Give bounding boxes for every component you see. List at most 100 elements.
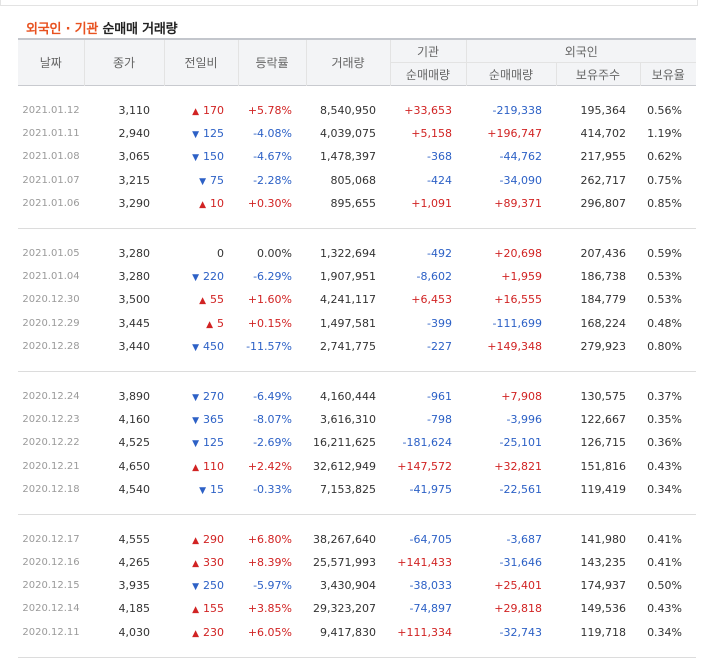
header-institution: 기관 bbox=[389, 39, 466, 63]
cell-change: ▲ 5 bbox=[164, 312, 238, 335]
cell-close: 2,940 bbox=[118, 127, 151, 141]
cell-change: ▼ 365 bbox=[164, 408, 238, 431]
cell-inst-net: +111,334 bbox=[397, 625, 452, 639]
group-separator bbox=[18, 643, 697, 658]
cell-foreign-ratio: 0.80% bbox=[647, 339, 683, 353]
cell-change: ▲ 230 bbox=[164, 621, 238, 644]
cell-change: ▼ 125 bbox=[164, 122, 238, 145]
cell-foreign-holdings: 130,575 bbox=[580, 389, 627, 403]
cell-close: 4,540 bbox=[118, 482, 151, 496]
cell-volume: 29,323,207 bbox=[313, 602, 376, 616]
title-institution: 기관 bbox=[74, 22, 99, 37]
arrow-down-icon: ▼ bbox=[192, 439, 199, 450]
cell-foreign-net: +32,821 bbox=[494, 459, 542, 473]
cell-date: 2020.12.11 bbox=[22, 626, 80, 638]
cell-foreign-ratio: 0.62% bbox=[647, 150, 683, 164]
table-row: 2021.01.05 3,280 0 0.00% 1,322,694 -492 +20,69… bbox=[18, 242, 696, 265]
cell-foreign-holdings: 122,667 bbox=[580, 413, 627, 427]
cell-close: 3,215 bbox=[118, 173, 151, 187]
cell-foreign-net: -31,646 bbox=[499, 556, 542, 570]
header-change: 전일비 bbox=[163, 39, 238, 86]
top-frame-edge bbox=[0, 0, 698, 6]
cell-rate: -4.67% bbox=[253, 150, 292, 164]
cell-rate: 0.00% bbox=[257, 247, 292, 261]
arrow-up-icon: ▲ bbox=[192, 559, 199, 570]
cell-close: 3,890 bbox=[118, 389, 151, 403]
cell-close: 3,065 bbox=[118, 150, 151, 164]
table-row: 2021.01.11 2,940 ▼ 125 -4.08% 4,039,075 +5,158… bbox=[18, 122, 696, 145]
table-row: 2020.12.21 4,650 ▲ 110 +2.42% 32,612,949 +147,… bbox=[18, 454, 696, 477]
cell-inst-net: -41,975 bbox=[409, 482, 452, 496]
cell-foreign-holdings: 262,717 bbox=[580, 173, 627, 187]
header-foreign-net: 순매매량 bbox=[465, 62, 556, 86]
table-row: 2020.12.11 4,030 ▲ 230 +6.05% 9,417,830 +111,3… bbox=[18, 621, 696, 644]
cell-volume: 1,322,694 bbox=[320, 247, 376, 261]
cell-foreign-ratio: 0.53% bbox=[647, 270, 683, 284]
title-dot: · bbox=[61, 22, 75, 37]
cell-foreign-ratio: 0.48% bbox=[647, 316, 683, 330]
cell-foreign-net: +1,959 bbox=[501, 270, 542, 284]
cell-date: 2020.12.16 bbox=[22, 557, 80, 569]
cell-foreign-holdings: 141,980 bbox=[580, 532, 627, 546]
cell-volume: 4,160,444 bbox=[320, 389, 376, 403]
cell-rate: +5.78% bbox=[247, 104, 292, 118]
cell-change: ▲ 110 bbox=[164, 454, 238, 477]
cell-foreign-net: +20,698 bbox=[494, 247, 542, 261]
cell-foreign-holdings: 119,419 bbox=[580, 482, 627, 496]
cell-volume: 1,478,397 bbox=[320, 150, 376, 164]
cell-close: 4,030 bbox=[118, 625, 151, 639]
table-row: 2020.12.14 4,185 ▲ 155 +3.85% 29,323,207 -74,8… bbox=[18, 597, 696, 620]
header-inst-net: 순매매량 bbox=[389, 62, 466, 86]
cell-foreign-net: -111,699 bbox=[492, 316, 542, 330]
change-value: 125 bbox=[203, 436, 224, 450]
cell-foreign-holdings: 174,937 bbox=[580, 579, 627, 593]
cell-date: 2021.01.06 bbox=[22, 197, 80, 209]
cell-foreign-ratio: 0.59% bbox=[647, 247, 683, 261]
cell-change: ▼ 150 bbox=[164, 145, 238, 168]
cell-foreign-net: +25,401 bbox=[494, 579, 542, 593]
cell-inst-net: -8,602 bbox=[416, 270, 452, 284]
cell-change: ▲ 55 bbox=[164, 288, 238, 311]
header-date: 날짜 bbox=[18, 39, 84, 86]
cell-volume: 32,612,949 bbox=[313, 459, 376, 473]
cell-foreign-net: -3,996 bbox=[506, 413, 542, 427]
cell-foreign-net: -44,762 bbox=[499, 150, 542, 164]
cell-foreign-ratio: 0.85% bbox=[647, 196, 683, 210]
cell-date: 2020.12.21 bbox=[22, 460, 80, 472]
cell-foreign-holdings: 414,702 bbox=[580, 127, 627, 141]
cell-inst-net: +5,158 bbox=[411, 127, 452, 141]
group-spacer bbox=[18, 86, 696, 100]
cell-date: 2020.12.28 bbox=[22, 340, 80, 352]
cell-foreign-ratio: 0.36% bbox=[647, 436, 683, 450]
cell-date: 2021.01.04 bbox=[22, 271, 80, 283]
cell-date: 2020.12.17 bbox=[22, 533, 80, 545]
cell-inst-net: -368 bbox=[427, 150, 452, 164]
cell-foreign-net: +7,908 bbox=[501, 389, 542, 403]
cell-change: ▼ 270 bbox=[164, 385, 238, 408]
cell-change: ▲ 330 bbox=[164, 551, 238, 574]
table-row: 2020.12.17 4,555 ▲ 290 +6.80% 38,267,640 -64,7… bbox=[18, 528, 696, 551]
change-value: 5 bbox=[217, 316, 224, 330]
cell-inst-net: -399 bbox=[427, 316, 452, 330]
cell-inst-net: -64,705 bbox=[409, 532, 452, 546]
cell-close: 3,290 bbox=[118, 196, 151, 210]
table-row: 2021.01.06 3,290 ▲ 10 +0.30% 895,655 +1,091 +89… bbox=[18, 192, 696, 215]
change-value: 75 bbox=[210, 173, 224, 187]
cell-foreign-ratio: 0.41% bbox=[647, 532, 683, 546]
cell-change: ▼ 15 bbox=[164, 478, 238, 501]
cell-foreign-holdings: 186,738 bbox=[580, 270, 627, 284]
cell-inst-net: -227 bbox=[427, 339, 452, 353]
cell-foreign-ratio: 0.56% bbox=[647, 104, 683, 118]
cell-foreign-net: -34,090 bbox=[499, 173, 542, 187]
arrow-down-icon: ▼ bbox=[192, 130, 199, 141]
table-body: 2021.01.12 3,110 ▲ 170 +5.78% 8,540,950 +33,65… bbox=[18, 86, 697, 658]
group-spacer bbox=[18, 514, 696, 528]
cell-change: ▼ 250 bbox=[164, 574, 238, 597]
cell-inst-net: +1,091 bbox=[411, 196, 452, 210]
cell-foreign-ratio: 0.53% bbox=[647, 293, 683, 307]
cell-foreign-net: -219,338 bbox=[492, 104, 542, 118]
cell-rate: +1.60% bbox=[247, 293, 292, 307]
header-foreign-holdings: 보유주수 bbox=[555, 62, 640, 86]
header-volume: 거래량 bbox=[305, 39, 390, 86]
cell-foreign-ratio: 0.34% bbox=[647, 482, 683, 496]
